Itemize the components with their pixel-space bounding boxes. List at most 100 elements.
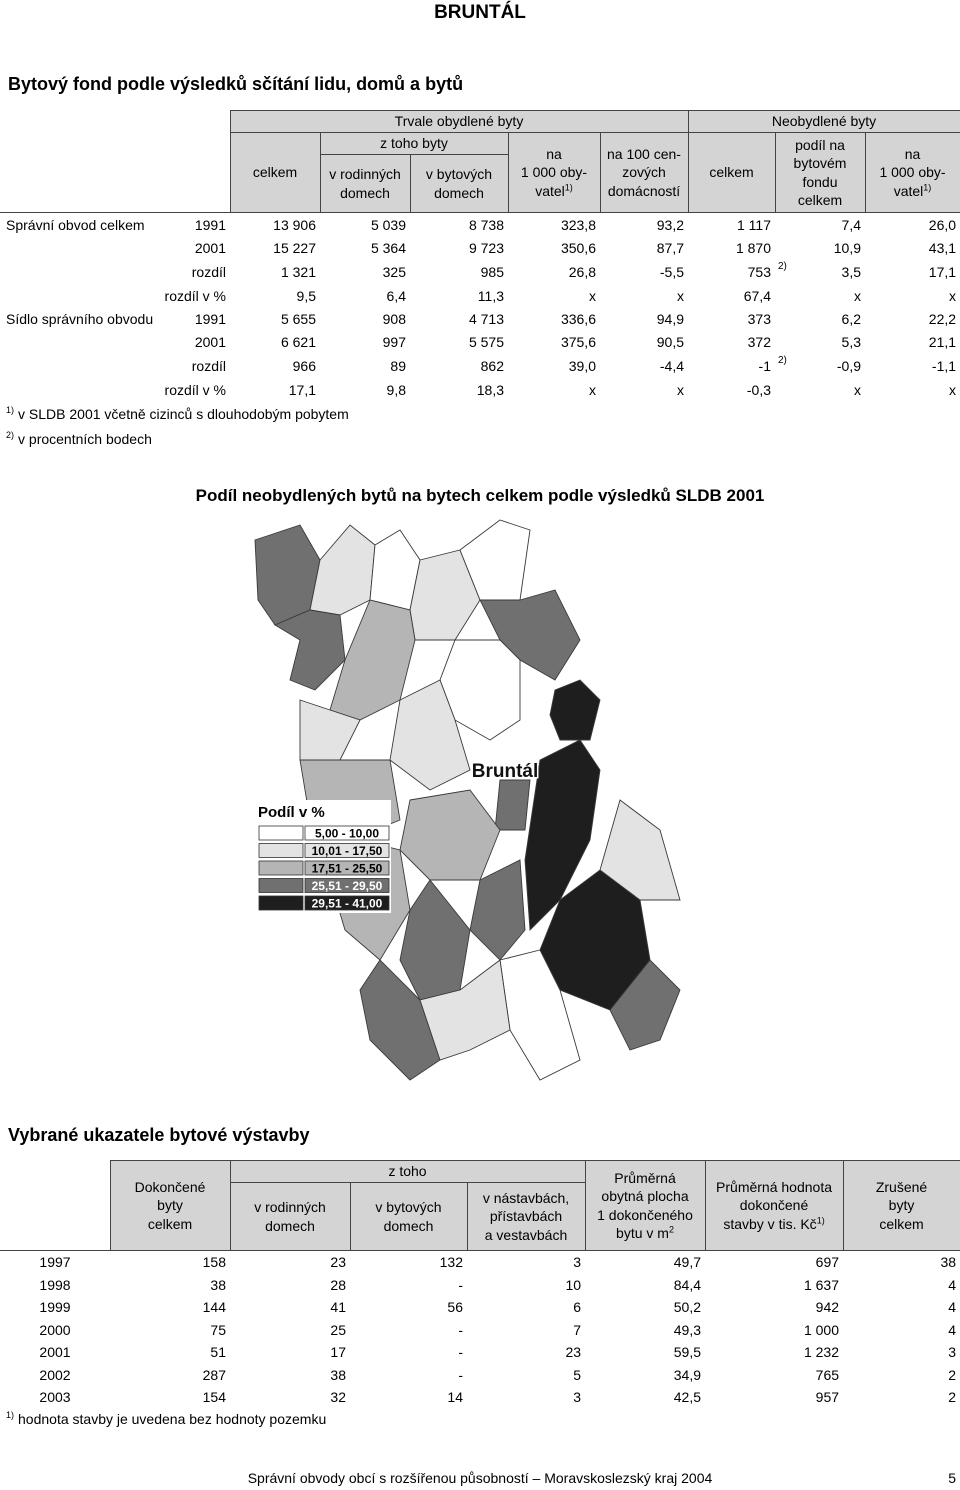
- footer: Správní obvody obcí s rozšířenou působno…: [247, 1470, 713, 1486]
- table-row: rozdíl 966 89 862 39,0 -4,4 -1 2) -0,9 -1,1: [0, 353, 960, 378]
- legend-label-bg: [304, 860, 390, 876]
- legend-label: 17,51 - 25,50: [312, 862, 383, 876]
- cell: 6 621: [280, 333, 316, 350]
- footnote: 1) hodnota stavby je uvedena bez hodnoty …: [6, 1410, 326, 1427]
- legend-swatch: [258, 895, 304, 911]
- cell: 966: [292, 357, 316, 374]
- header-text: v rodinných domech: [254, 1199, 326, 1234]
- cell: x: [589, 381, 596, 398]
- table-row: rozdíl 1 321 325 985 26,8 -5,5 753 2) 3,5 17,1: [0, 259, 960, 284]
- cell: 26,0: [928, 216, 957, 233]
- row-year: 2000: [39, 1321, 71, 1338]
- legend-swatch: [258, 825, 304, 841]
- cell: 51: [210, 1344, 226, 1361]
- cell: x: [677, 381, 684, 398]
- row-year: 2002: [39, 1366, 71, 1383]
- cell: -5,5: [659, 263, 684, 280]
- cell: 15 227: [273, 239, 316, 256]
- cell: 997: [382, 333, 406, 350]
- header-text: na 100 cen- zových domácností: [607, 146, 681, 199]
- cell: 325: [382, 263, 406, 280]
- header-text: v nástavbách, přístavbách a vestavbách: [482, 1190, 570, 1243]
- cell: 25: [330, 1321, 346, 1338]
- cell: 4: [948, 1276, 957, 1293]
- cell: 336,6: [560, 310, 596, 327]
- cell: 14: [447, 1389, 463, 1406]
- row-year: 2003: [39, 1389, 71, 1406]
- cell: 1 117: [737, 216, 771, 233]
- footnote: 1) v SLDB 2001 včetně cizinců s dlouhodob…: [6, 405, 349, 422]
- cell: x: [949, 381, 957, 398]
- cell: 84,4: [673, 1276, 702, 1293]
- column-header: podíl na bytovém fondu celkem: [774, 132, 866, 213]
- column-header: v bytových domech: [409, 154, 509, 213]
- cell: 10,9: [833, 239, 861, 256]
- cell: 2: [948, 1366, 957, 1383]
- cell: 4: [948, 1299, 957, 1316]
- header-text: podíl na bytovém fondu celkem: [793, 137, 847, 208]
- cell: 985: [480, 263, 504, 280]
- cell-note: 2): [778, 261, 787, 272]
- legend-swatch: [258, 878, 304, 893]
- empty: [775, 330, 797, 353]
- cell: 38: [210, 1276, 226, 1293]
- cell: 87,7: [656, 239, 684, 256]
- cell: 3: [948, 1344, 957, 1361]
- header-row: Trvale obydlené byty Neobydlené byty: [0, 110, 960, 213]
- header-note: 2: [668, 1224, 674, 1235]
- header-note: 1): [564, 181, 573, 192]
- cell: 373: [747, 310, 771, 327]
- table-row: Správní obvod celkem 1991 13 906 5 039 8 738…: [0, 213, 960, 237]
- cell: 38: [940, 1254, 957, 1271]
- cell: 38: [330, 1366, 346, 1383]
- cell: x: [949, 287, 957, 304]
- cell: 5: [573, 1366, 582, 1383]
- header-text: v bytových domech: [425, 166, 493, 201]
- cell: 132: [439, 1254, 463, 1271]
- row-year: 2001: [194, 239, 226, 256]
- cell: x: [854, 381, 861, 398]
- cell: -1,1: [931, 357, 957, 374]
- cell: 18,3: [476, 381, 504, 398]
- cell: 3: [573, 1389, 582, 1406]
- header-note: 1): [816, 1214, 825, 1225]
- header-row: celkem z toho byty na 1 000 oby- vatel1) na…: [0, 132, 960, 213]
- cell: x: [854, 287, 861, 304]
- row-label: Sídlo správního obvodu: [6, 310, 154, 327]
- column-header: v bytových domech: [349, 1182, 468, 1251]
- cell: 10: [565, 1276, 582, 1293]
- cell: 753: [747, 263, 771, 280]
- cell: 3,5: [841, 263, 861, 280]
- cell: 957: [815, 1389, 840, 1406]
- table-row: 1999 144 41 56 6 50,2 942 4: [0, 1296, 960, 1319]
- column-header: Průměrná hodnota dokončené stavby v tis.…: [704, 1160, 844, 1251]
- table-row: 2001 15 227 5 364 9 723 350,6 87,7 1 870 10,9 43…: [0, 236, 960, 259]
- group-header: Neobydlené byty: [687, 110, 960, 133]
- section-heading: Bytový fond podle výsledků sčítání lidu,…: [8, 74, 464, 94]
- cell: 94,9: [656, 310, 684, 327]
- cell: 942: [815, 1299, 840, 1316]
- legend-label-bg: [304, 843, 390, 858]
- column-header: na 1 000 oby- vatel1): [864, 132, 960, 213]
- cell: -0,3: [746, 381, 771, 398]
- legend-label-bg: [304, 825, 390, 841]
- cell: 32: [330, 1389, 346, 1406]
- cell: -: [458, 1366, 463, 1383]
- cell: -: [458, 1344, 463, 1361]
- header-text: na 1 000 oby- vatel: [879, 146, 946, 199]
- section-heading: Vybrané ukazatele bytové výstavby: [8, 1125, 310, 1145]
- cell: 697: [815, 1254, 840, 1271]
- cell: 287: [202, 1366, 226, 1383]
- cell: 7,4: [841, 216, 861, 233]
- cell: x: [677, 287, 684, 304]
- header-row: Dokončené byty celkem z toho Průměrná obyt…: [0, 1160, 960, 1251]
- cell: x: [589, 287, 596, 304]
- header-text: celkem: [252, 164, 298, 181]
- footnote: 2) v procentních bodech: [6, 430, 152, 447]
- row-year: 2001: [39, 1344, 71, 1361]
- blank: [0, 1160, 110, 1251]
- row-label: Správní obvod celkem: [6, 216, 145, 233]
- page-number: 5: [948, 1470, 956, 1486]
- column-header: v rodinných domech: [229, 1182, 351, 1251]
